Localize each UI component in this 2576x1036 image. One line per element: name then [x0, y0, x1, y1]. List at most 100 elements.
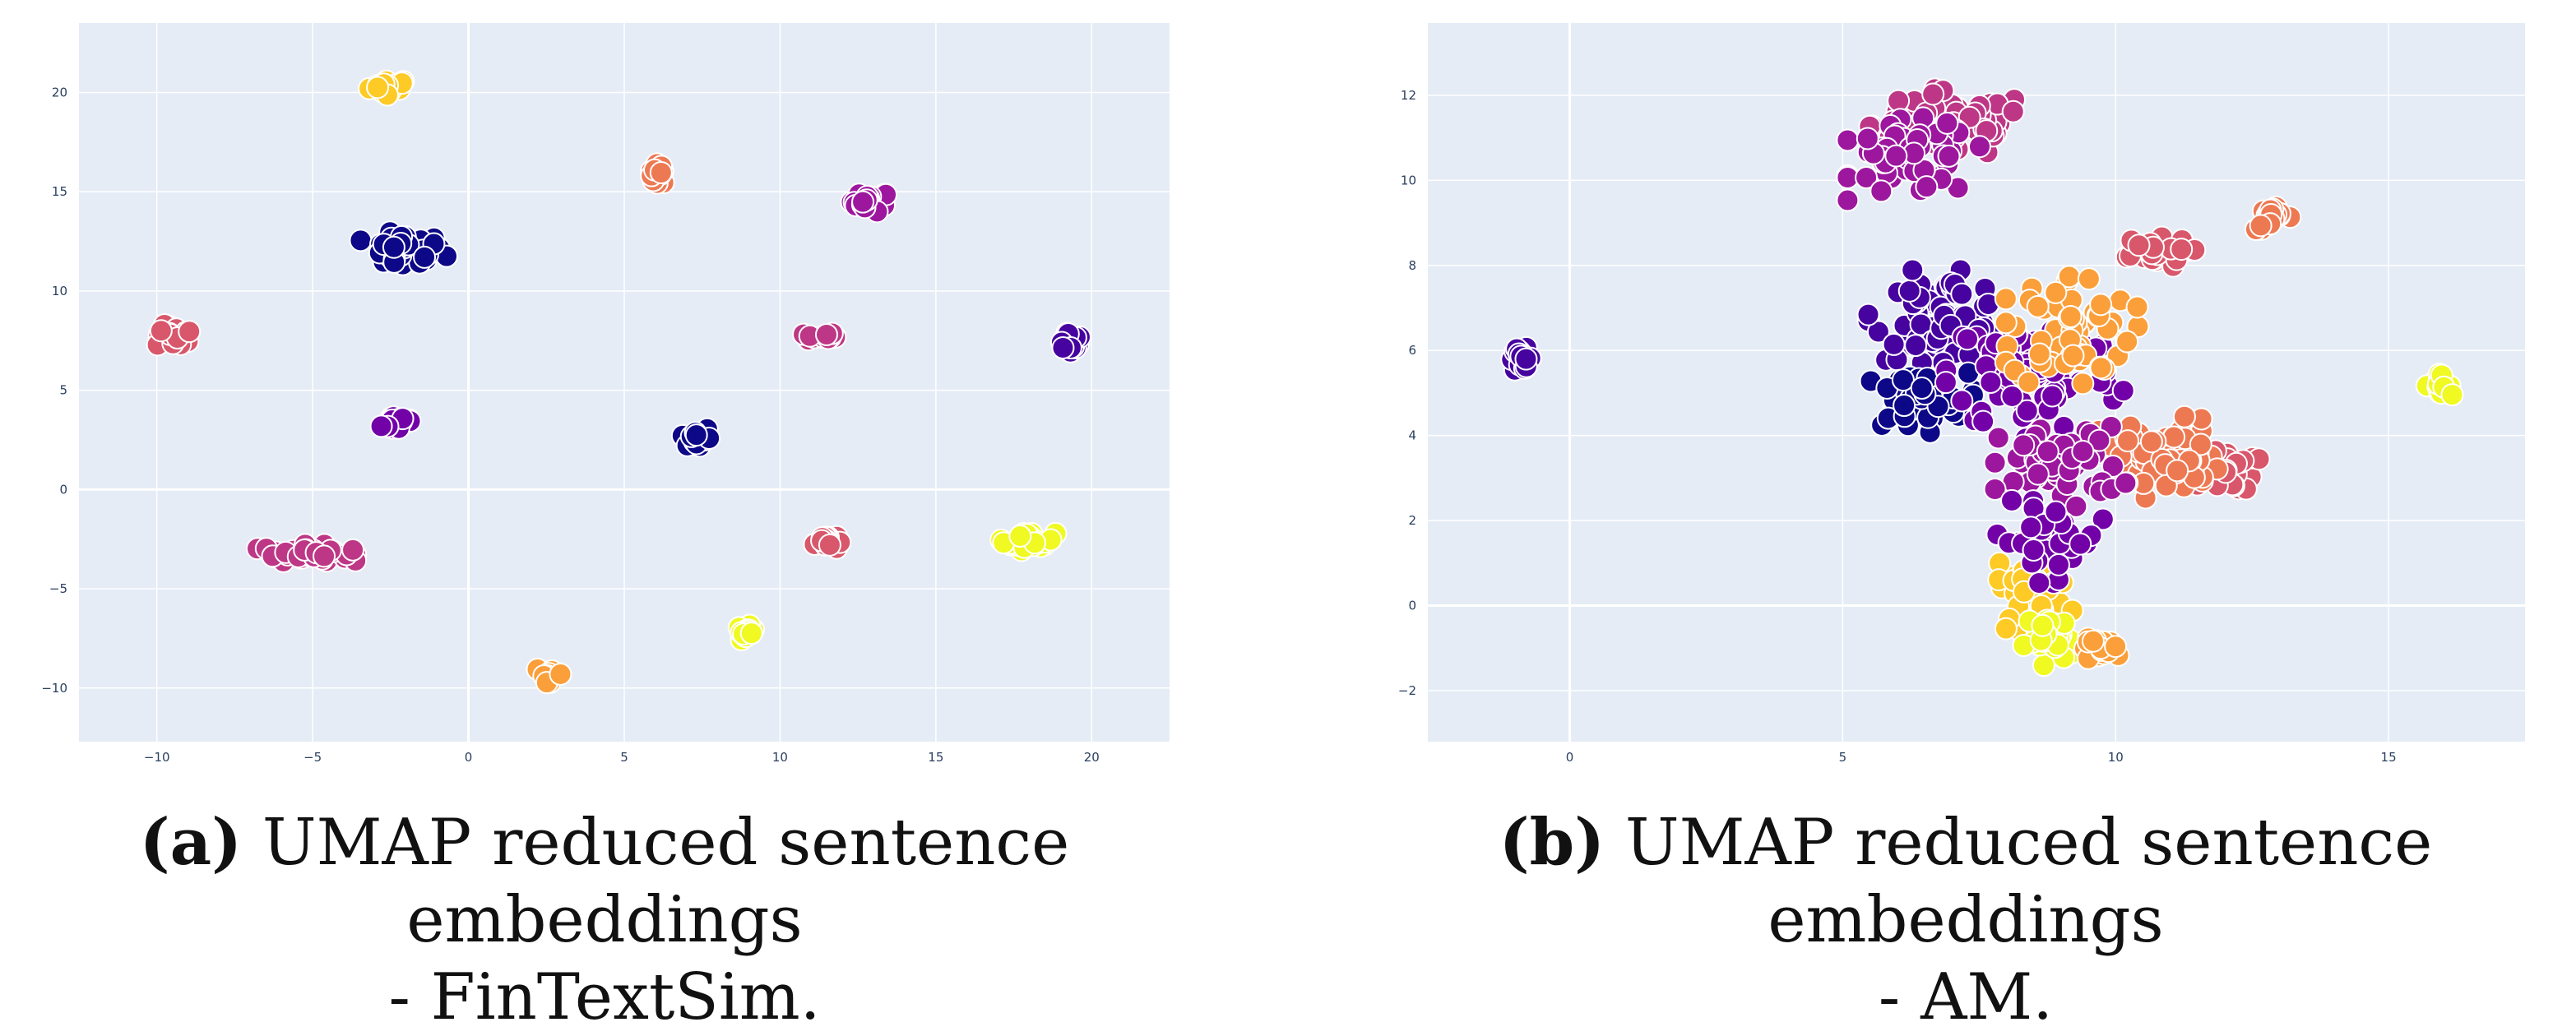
cluster-4 — [1836, 106, 1991, 212]
scatter-point — [1983, 478, 2007, 502]
cluster-2 — [2244, 196, 2302, 242]
y-tick-label: 2 — [1408, 513, 1416, 528]
scatter-point — [2125, 295, 2149, 319]
scatter-point — [2061, 344, 2085, 368]
scatter-point — [2036, 440, 2059, 464]
scatter-point — [1856, 303, 1880, 326]
scatter-point — [2087, 428, 2111, 452]
scatter-point — [349, 229, 373, 252]
scatter-point — [2044, 500, 2068, 524]
scatter-point — [2089, 356, 2113, 380]
scatter-point — [1994, 311, 2018, 335]
x-tick-label: 5 — [1839, 750, 1847, 765]
scatter-point — [1934, 371, 1957, 395]
scatter-point — [2027, 342, 2051, 366]
x-tick-label: −5 — [303, 750, 322, 765]
scatter-point — [1869, 179, 1893, 203]
scatter-point — [2027, 571, 2051, 594]
scatter-point — [2000, 488, 2024, 512]
cluster-0 — [358, 69, 415, 107]
scatter-point — [1910, 377, 1934, 400]
scatter-point — [313, 544, 336, 568]
cluster-8 — [1994, 265, 2150, 395]
scatter-point — [1836, 188, 1860, 212]
scatter-point — [2012, 433, 2036, 457]
scatter-point — [2071, 439, 2095, 463]
cluster-16 — [2073, 627, 2130, 670]
caption-b-text: UMAP reduced sentence embeddings — [1624, 806, 2433, 957]
scatter-point — [2071, 372, 2095, 395]
scatter-point — [1971, 409, 1995, 433]
scatter-point — [851, 190, 875, 214]
points-layer — [146, 69, 1091, 695]
scatter-point — [2046, 553, 2070, 576]
x-tick-label: 15 — [2381, 750, 2397, 765]
cluster-14 — [1985, 488, 2115, 594]
y-tick-label: 10 — [1401, 173, 1416, 187]
scatter-point — [1856, 127, 1879, 150]
scatter-point — [1901, 258, 1925, 282]
scatter-point — [649, 161, 673, 185]
scatter-point — [2059, 304, 2083, 328]
cluster-5 — [792, 321, 847, 352]
scatter-point — [1979, 370, 2003, 394]
scatter-point — [1051, 336, 1075, 360]
caption-b-tag: (b) — [1499, 805, 1605, 880]
cluster-9 — [245, 533, 368, 573]
cluster-2 — [840, 183, 898, 224]
cluster-12 — [1983, 414, 2139, 518]
scatter-point — [382, 235, 405, 259]
caption-a-tag: (a) — [139, 805, 243, 880]
scatter-point — [341, 538, 365, 562]
y-tick-label: −2 — [1398, 683, 1416, 698]
x-tick-label: 10 — [772, 750, 788, 765]
cluster-10 — [803, 525, 852, 560]
y-tick-label: 8 — [1408, 258, 1416, 273]
scatter-point — [2077, 267, 2101, 291]
scatter-point — [2031, 613, 2055, 637]
scatter-point — [2019, 516, 2043, 539]
scatter-point — [2041, 384, 2064, 408]
cluster-11 — [2083, 405, 2229, 510]
x-tick-label: 20 — [1084, 750, 1100, 765]
cluster-6 — [1049, 321, 1091, 363]
scatter-point — [2101, 455, 2124, 479]
scatter-point — [2115, 429, 2139, 453]
scatter-point — [413, 245, 437, 269]
cluster-0 — [1500, 335, 1542, 382]
scatter-point — [1897, 279, 1921, 303]
scatter-point — [2000, 384, 2024, 408]
scatter-point — [814, 322, 838, 346]
scatter-point — [2026, 462, 2050, 486]
y-tick-label: 12 — [1401, 88, 1416, 103]
x-tick-label: 5 — [620, 750, 628, 765]
caption-b-line2: - AM. — [1878, 960, 2054, 1034]
cluster-1 — [2415, 363, 2464, 407]
scatter-point — [1836, 128, 1860, 152]
scatter-point — [1855, 166, 1879, 190]
scatter-point — [2026, 294, 2050, 318]
scatter-point — [1514, 347, 1538, 371]
y-tick-label: 10 — [52, 284, 67, 298]
scatter-point — [2115, 330, 2139, 354]
scatter-point — [1955, 327, 1979, 351]
scatter-point — [2081, 629, 2105, 653]
scatter-point — [2022, 538, 2046, 562]
cluster-4 — [146, 313, 202, 357]
scatter-point — [1994, 617, 2018, 641]
scatter-point — [1893, 394, 1916, 418]
x-tick-label: −10 — [144, 750, 170, 765]
y-tick-label: 5 — [59, 383, 67, 398]
scatter-point — [1950, 282, 1974, 306]
scatter-point — [2162, 425, 2186, 449]
scatter-point — [2127, 234, 2151, 257]
scatter-point — [2440, 383, 2464, 407]
caption-a-line2: - FinTextSim. — [388, 960, 821, 1034]
cluster-11 — [989, 521, 1068, 562]
scatter-point — [2172, 405, 2196, 428]
points-layer — [1500, 77, 2464, 678]
scatter-point — [1935, 111, 1959, 135]
scatter-point — [818, 533, 841, 557]
y-tick-label: −10 — [41, 681, 67, 696]
scatter-point — [149, 319, 173, 343]
